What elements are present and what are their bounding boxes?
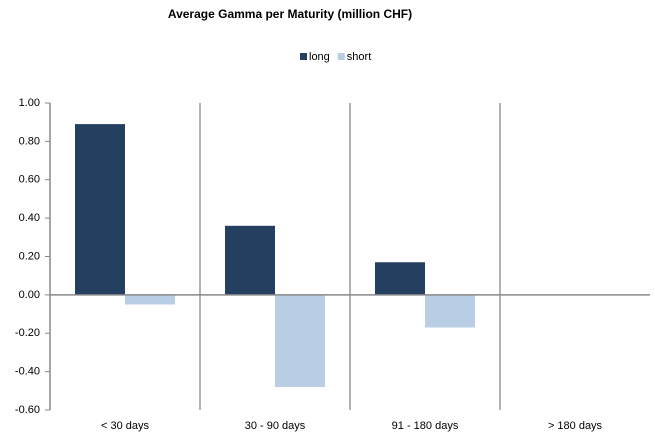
x-tick-label: > 180 days [548, 420, 603, 432]
legend-swatch [337, 53, 345, 60]
y-tick-label: 0.40 [19, 212, 40, 224]
y-tick-label: 0.20 [19, 250, 40, 262]
chart-title: Average Gamma per Maturity (million CHF) [168, 7, 412, 21]
x-tick-label: < 30 days [101, 420, 150, 432]
y-tick-label: 1.00 [19, 97, 40, 109]
x-tick-label: 91 - 180 days [392, 420, 459, 432]
bar [425, 294, 475, 328]
bar [375, 262, 425, 295]
bar [225, 225, 275, 295]
y-tick-label: -0.60 [15, 404, 40, 416]
y-tick-label: 0.00 [19, 289, 40, 301]
bar [275, 294, 325, 387]
y-tick-label: 0.60 [19, 174, 40, 186]
bar [125, 294, 175, 305]
legend-swatch [300, 53, 307, 60]
y-tick-label: -0.20 [15, 327, 40, 339]
legend-label: short [347, 51, 371, 63]
legend-label: long [309, 51, 330, 63]
x-tick-label: 30 - 90 days [245, 420, 306, 432]
y-tick-label: 0.80 [19, 135, 40, 147]
bar [75, 124, 125, 295]
y-tick-label: -0.40 [15, 366, 40, 378]
